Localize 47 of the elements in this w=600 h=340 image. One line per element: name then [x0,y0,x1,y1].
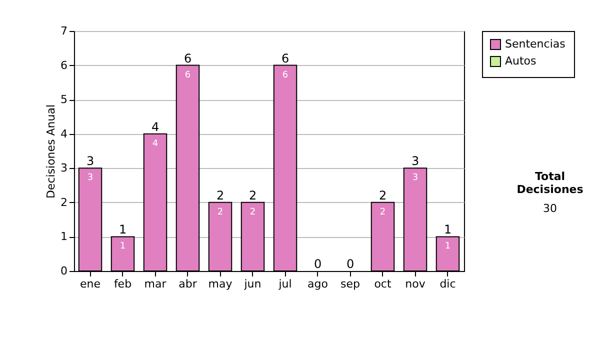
total-label: 6 [184,51,192,66]
data-label: 3 [412,173,418,184]
x-tick-label: oct [374,278,392,290]
y-tick-label: 4 [60,127,68,140]
x-tick-label: sep [340,278,360,290]
data-label: 2 [250,207,256,218]
total-label: 2 [378,188,387,202]
total-label: 1 [444,222,452,237]
y-axis-title: Decisiones Anual [44,104,58,199]
data-label: 1 [120,242,126,252]
text: Total Decisiones [516,170,584,196]
x-tick-label: feb [114,278,132,290]
total-label: 3 [86,154,94,168]
x-tick-label: dic [440,278,456,290]
total-label: 0 [346,257,354,271]
data-label: 2 [380,207,386,218]
total-label: 4 [151,120,160,134]
y-tick-label: 3 [60,162,68,175]
x-tick-label: nov [405,278,426,290]
x-tick-label: ago [308,278,328,290]
data-label: 6 [282,70,288,80]
total-label: 1 [118,222,127,237]
legend-label: Sentencias [505,38,566,50]
x-tick-label: may [208,278,233,290]
x-tick-label: mar [144,278,167,290]
y-tick-label: 2 [60,196,68,209]
total-label: 2 [216,188,224,202]
data-label: 1 [444,242,451,252]
legend-label: Autos [505,54,537,68]
total-label: 0 [314,257,322,271]
y-tick-label: 6 [60,58,68,72]
x-tick-label: abr [178,278,198,290]
data-label: 2 [217,207,224,218]
data-label: 4 [152,138,158,149]
total-label: 3 [411,154,420,168]
x-tick-label: jun [243,278,262,290]
y-tick-label: 7 [60,24,68,38]
x-tick-label: jul [278,278,292,290]
y-tick-label: 5 [60,93,68,106]
total-label: 6 [281,51,290,66]
x-tick-label: ene [80,278,101,290]
data-label: 3 [87,173,94,184]
y-tick-label: 0 [60,264,68,278]
text: 30 [542,202,558,215]
y-tick-label: 1 [60,230,68,244]
data-label: 6 [184,70,191,80]
total-label: 2 [248,188,257,202]
